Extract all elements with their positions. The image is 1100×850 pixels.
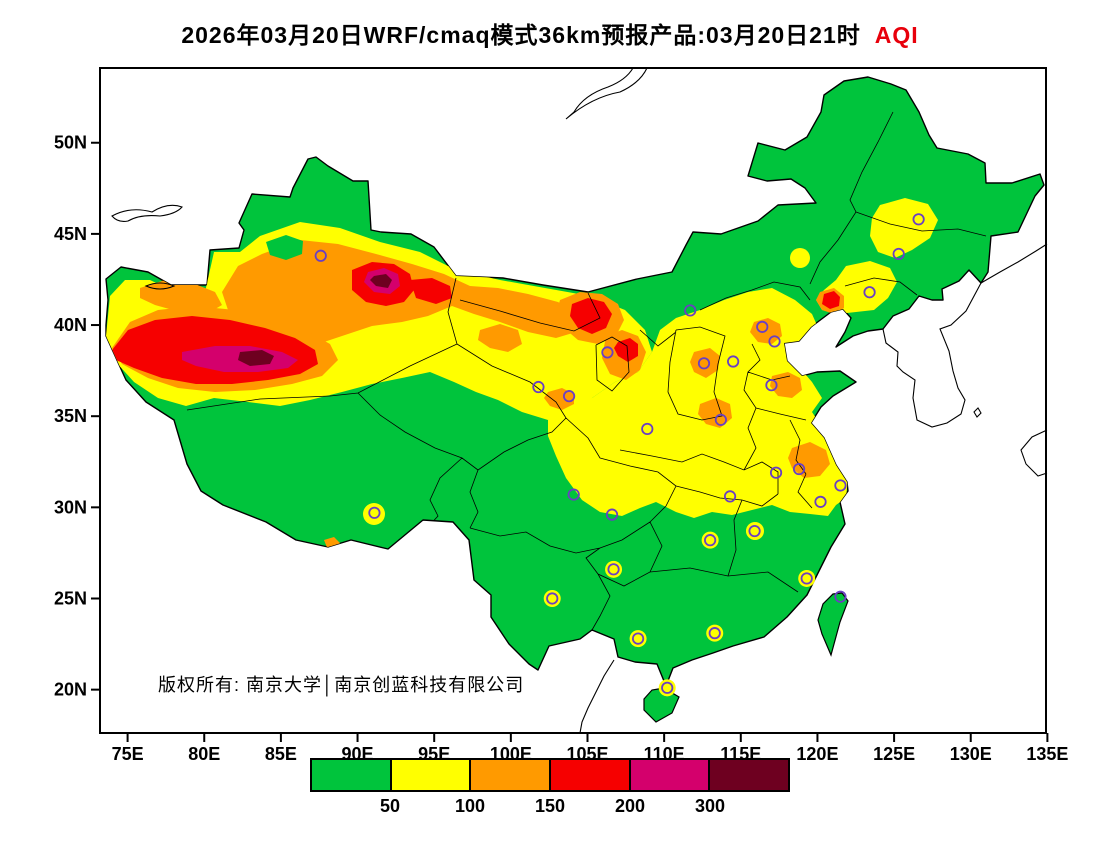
lat-tick-label: 20N	[54, 680, 87, 700]
city-marker	[661, 681, 674, 694]
korea-coastline	[882, 282, 982, 428]
lon-tick-label: 85E	[265, 744, 297, 764]
lon-tick-label: 135E	[1026, 744, 1068, 764]
lake-issykkul	[144, 282, 176, 290]
city-marker	[834, 479, 847, 492]
province-borders	[186, 111, 987, 631]
city-marker	[546, 592, 559, 605]
legend-color-cell	[710, 760, 789, 790]
legend-label: 50	[379, 796, 401, 816]
city-marker	[368, 506, 381, 519]
city-marker	[708, 627, 721, 640]
lon-tick-label: 80E	[188, 744, 220, 764]
aqi-colorbar: 50 100 150 200 300	[310, 758, 790, 816]
hainan-island	[643, 687, 680, 723]
lat-tick-label: 45N	[54, 224, 87, 244]
legend-color-cell	[471, 760, 552, 790]
city-marker	[567, 488, 580, 501]
aqi-contour-layers	[106, 198, 938, 562]
city-marker	[714, 413, 727, 426]
legend-label: 100	[454, 796, 486, 816]
legend-color-cell	[630, 760, 711, 790]
city-marker	[792, 462, 806, 476]
city-marker	[532, 380, 545, 394]
city-marker	[723, 490, 737, 503]
primorye-coastline	[980, 243, 1048, 284]
tsushima-island	[973, 407, 982, 418]
taiwan-island	[817, 592, 849, 657]
latitude-axis: 20N 25N 30N 35N 40N 45N 50N	[54, 133, 100, 700]
legend-color-cell	[312, 760, 392, 790]
title-main: 2026年03月20日WRF/cmaq模式36km预报产品:03月20日21时	[181, 22, 861, 48]
lon-tick-label: 125E	[873, 744, 915, 764]
city-marker	[800, 572, 813, 585]
city-marker	[756, 320, 769, 333]
city-marker	[704, 534, 717, 547]
city-marker	[607, 563, 620, 576]
city-marker	[814, 495, 827, 508]
city-marker	[601, 346, 614, 359]
lat-tick-label: 25N	[54, 588, 87, 608]
city-marker	[748, 524, 761, 538]
legend-label: 200	[614, 796, 646, 816]
city-marker	[892, 247, 905, 261]
kyushu-coastline	[1020, 429, 1048, 477]
legend-label: 300	[694, 796, 726, 816]
city-marker	[314, 249, 327, 262]
city-marker	[684, 304, 697, 317]
vietnam-coastline	[579, 659, 615, 734]
city-marker	[765, 379, 778, 392]
city-marker	[769, 466, 783, 479]
lat-tick-label: 30N	[54, 497, 87, 517]
lon-tick-label: 75E	[112, 744, 144, 764]
colorbar-labels: 50 100 150 200 300	[310, 792, 790, 816]
lake-balkhash	[111, 204, 183, 222]
lat-tick-label: 50N	[54, 133, 87, 153]
city-marker	[768, 335, 781, 348]
city-marker	[631, 632, 645, 645]
city-marker	[727, 355, 740, 368]
city-markers	[314, 213, 925, 697]
copyright-text: 版权所有: 南京大学│南京创蓝科技有限公司	[158, 674, 524, 697]
city-marker	[605, 508, 619, 521]
page-title: 2026年03月20日WRF/cmaq模式36km预报产品:03月20日21时 A…	[0, 16, 1100, 50]
colorbar-cells	[310, 758, 790, 792]
lon-tick-label: 130E	[950, 744, 992, 764]
title-aqi-label: AQI	[874, 22, 919, 48]
city-marker	[912, 213, 925, 226]
legend-color-cell	[391, 760, 472, 790]
city-marker	[697, 357, 711, 370]
lon-tick-label: 120E	[796, 744, 838, 764]
plot-frame	[99, 67, 1047, 734]
legend-label: 150	[534, 796, 566, 816]
city-marker	[834, 590, 847, 603]
city-marker	[562, 390, 576, 403]
lat-tick-label: 40N	[54, 315, 87, 335]
city-marker	[641, 422, 654, 436]
city-marker	[863, 286, 876, 299]
lat-tick-label: 35N	[54, 406, 87, 426]
legend-color-cell	[551, 760, 631, 790]
